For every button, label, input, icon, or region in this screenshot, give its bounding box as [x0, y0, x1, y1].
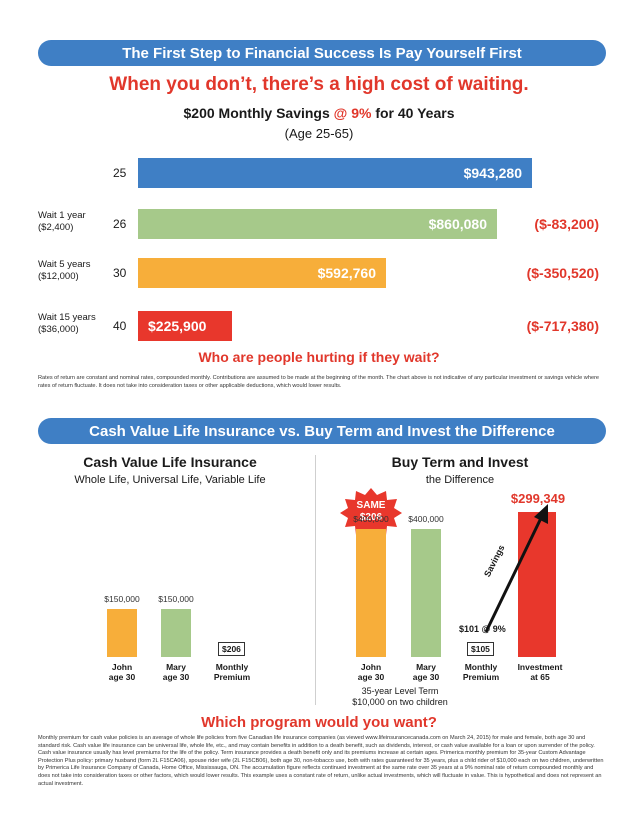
savings-arrow — [484, 504, 548, 633]
investment-line1: Investment — [517, 662, 563, 672]
left-mary-name: Mary — [166, 662, 186, 672]
left-mary-bar-value: $150,000 — [158, 594, 194, 604]
term-line-2: $10,000 on two children — [352, 697, 448, 707]
savings-arrow-shaft — [484, 515, 544, 633]
investment-label: Investment at 65 — [510, 662, 570, 682]
left-premium-label: Monthly Premium — [202, 662, 262, 682]
right-john-label: John age 30 — [341, 662, 401, 682]
age-range: (Age 25-65) — [284, 126, 354, 141]
loss-label: ($-350,520) — [526, 265, 599, 281]
subtitle-rate: @ 9% — [333, 105, 372, 121]
wait-duration: Wait 15 years — [38, 312, 96, 323]
bar-value-label: $592,760 — [317, 265, 376, 281]
right-premium-line2: Premium — [462, 672, 500, 682]
bar-value-label: $225,900 — [148, 318, 207, 334]
investment-bar — [518, 512, 556, 657]
left-john-bar — [107, 609, 137, 657]
disclaimer-1: Rates of return are constant and nominal… — [38, 375, 600, 389]
right-panel-title: Buy Term and Invest — [391, 454, 529, 470]
wait-duration: Wait 1 year — [38, 210, 86, 221]
investment-line2: at 65 — [530, 672, 550, 682]
right-mary-name: Mary — [416, 662, 436, 672]
left-premium-line1: Monthly — [215, 662, 249, 672]
left-mary-age: age 30 — [162, 672, 190, 682]
bar-value-label: $860,080 — [428, 216, 487, 232]
subtitle-prefix: $200 Monthly Savings — [183, 105, 334, 121]
right-mary-age: age 30 — [412, 672, 440, 682]
savings-arrow-head — [534, 504, 548, 524]
same-premium-badge: SAME $206 — [340, 488, 402, 538]
question-1: Who are people hurting if they wait? — [198, 349, 440, 365]
left-john-name: John — [111, 662, 133, 672]
subtitle-suffix: for 40 Years — [371, 105, 455, 121]
right-premium-line1: Monthly — [464, 662, 498, 672]
bar-value-label: $943,280 — [463, 165, 522, 181]
left-mary-bar — [161, 609, 191, 657]
right-john-bar-value: $400,000 — [353, 514, 389, 524]
right-panel-subtitle: the Difference — [425, 474, 495, 486]
left-mary-label: Mary age 30 — [146, 662, 206, 682]
term-footnote: 35-year Level Term $10,000 on two childr… — [330, 686, 470, 708]
wait-contribution: ($2,400) — [38, 222, 74, 233]
rate-label: $101 @ 9% — [459, 624, 506, 634]
comparison-banner-text: Cash Value Life Insurance vs. Buy Term a… — [89, 422, 555, 440]
term-line-1: 35-year Level Term — [361, 686, 439, 696]
right-john-name: John — [360, 662, 382, 672]
age-tick-label: 25 — [113, 166, 127, 180]
age-tick-label: 26 — [113, 217, 127, 231]
age-tick-label: 40 — [113, 319, 127, 333]
wait-contribution: ($12,000) — [38, 271, 79, 282]
left-premium-box: $206 — [218, 642, 245, 656]
wait-label: Wait 15 years ($36,000) — [38, 312, 96, 336]
bar-age-30 — [138, 258, 386, 288]
starburst-shape — [340, 488, 402, 538]
right-premium-label: Monthly Premium — [451, 662, 511, 682]
question-2: Which program would you want? — [201, 714, 437, 731]
left-john-age: age 30 — [108, 672, 136, 682]
disclaimer-2: Monthly premium for cash value policies … — [38, 735, 604, 787]
right-john-age: age 30 — [357, 672, 385, 682]
same-label: SAME — [356, 500, 386, 511]
bar-age-25 — [138, 158, 532, 188]
left-john-label: John age 30 — [92, 662, 152, 682]
right-mary-bar — [411, 529, 441, 657]
chart-subtitle: $200 Monthly Savings @ 9% for 40 Years — [0, 105, 638, 121]
loss-label: ($-83,200) — [534, 216, 599, 232]
same-amount: $206 — [359, 512, 383, 523]
right-mary-bar-value: $400,000 — [408, 514, 444, 524]
wait-label: Wait 5 years ($12,000) — [38, 259, 90, 283]
investment-value: $299,349 — [510, 491, 566, 506]
bar-age-26 — [138, 209, 497, 239]
left-panel-title: Cash Value Life Insurance — [83, 454, 257, 470]
left-premium-line2: Premium — [213, 672, 251, 682]
right-john-bar — [356, 529, 386, 657]
wait-contribution: ($36,000) — [38, 324, 79, 335]
right-mary-label: Mary age 30 — [396, 662, 456, 682]
top-banner: The First Step to Financial Success Is P… — [38, 40, 606, 66]
left-panel-subtitle: Whole Life, Universal Life, Variable Lif… — [74, 474, 266, 486]
right-premium-box: $105 — [467, 642, 494, 656]
bar-age-40 — [138, 311, 232, 341]
headline: When you don’t, there’s a high cost of w… — [109, 74, 529, 95]
age-tick-label: 30 — [113, 266, 127, 280]
left-john-bar-value: $150,000 — [104, 594, 140, 604]
panel-divider — [315, 455, 316, 705]
wait-label: Wait 1 year ($2,400) — [38, 210, 86, 234]
loss-label: ($-717,380) — [526, 318, 599, 334]
top-banner-text: The First Step to Financial Success Is P… — [122, 44, 522, 62]
wait-duration: Wait 5 years — [38, 259, 91, 270]
comparison-banner: Cash Value Life Insurance vs. Buy Term a… — [38, 418, 606, 444]
